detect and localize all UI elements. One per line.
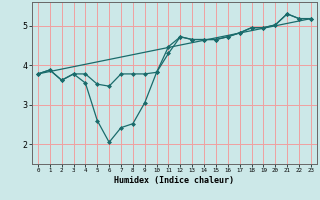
- X-axis label: Humidex (Indice chaleur): Humidex (Indice chaleur): [115, 176, 234, 185]
